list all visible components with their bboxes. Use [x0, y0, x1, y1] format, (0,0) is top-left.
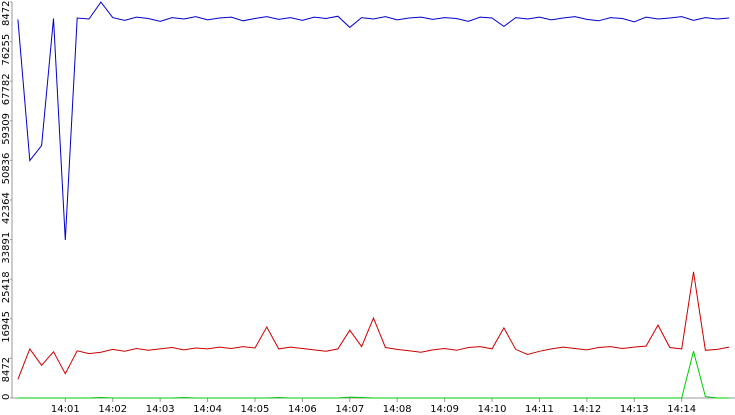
- y-tick-label: 67782: [1, 73, 12, 105]
- y-tick-label: 76255: [1, 34, 12, 66]
- x-tick-label: 14:09: [430, 404, 459, 415]
- x-tick-label: 14:07: [335, 404, 364, 415]
- series-line: [17, 1, 730, 241]
- y-tick-label: 0: [1, 394, 12, 400]
- y-tick-label: 25418: [1, 271, 12, 303]
- y-tick-label: 42364: [1, 192, 12, 224]
- x-tick-label: 14:03: [146, 404, 175, 415]
- y-tick-label: 59309: [1, 113, 12, 145]
- series-line: [17, 351, 730, 399]
- y-tick-label: 8472: [1, 357, 12, 382]
- x-tick-label: 14:13: [620, 404, 649, 415]
- x-tick-label: 14:12: [572, 404, 601, 415]
- y-tick-label: 84728: [1, 0, 12, 26]
- x-tick-label: 14:06: [288, 404, 317, 415]
- y-tick-label: 16945: [1, 311, 12, 343]
- x-tick-label: 14:10: [478, 404, 507, 415]
- x-tick-label: 14:01: [51, 404, 80, 415]
- y-tick-label: 50836: [1, 153, 12, 185]
- x-tick-label: 14:14: [667, 404, 696, 415]
- y-tick-label: 33891: [1, 232, 12, 264]
- x-tick-label: 14:08: [383, 404, 412, 415]
- x-tick-label: 14:05: [241, 404, 270, 415]
- x-tick-label: 14:02: [98, 404, 127, 415]
- series-line: [17, 271, 730, 380]
- x-tick-label: 14:04: [193, 404, 222, 415]
- x-tick-label: 14:11: [525, 404, 554, 415]
